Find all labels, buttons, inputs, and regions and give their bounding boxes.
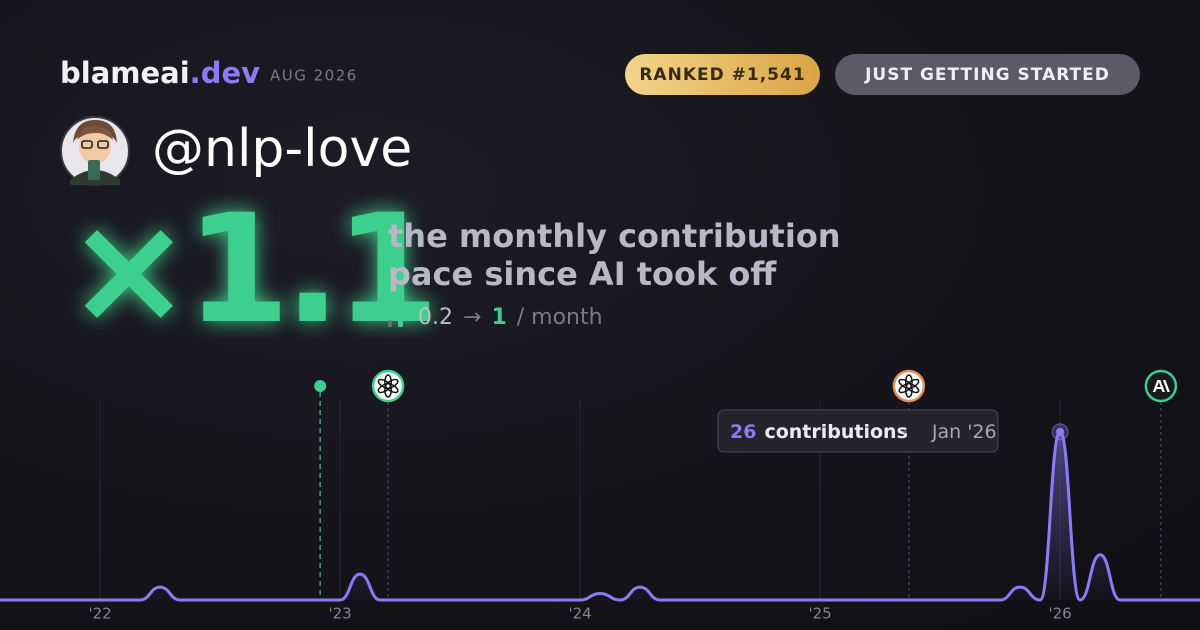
icon-circle	[892, 369, 926, 403]
description-line: pace since AI took off	[388, 255, 777, 293]
icon-petal	[377, 378, 392, 390]
icon-petal	[898, 378, 913, 390]
level-badge	[835, 54, 1140, 95]
icon-circle	[371, 369, 405, 403]
period: AUG 2026	[270, 67, 358, 85]
x-tick-label: '25	[808, 605, 831, 623]
pace-from: 0.2	[418, 305, 453, 330]
pace-text: 0.2 → 1 / month	[418, 305, 603, 330]
x-tick-label: '22	[88, 605, 111, 623]
pace: 0.2 → 1 / month	[388, 305, 603, 330]
brand: blameai.dev	[60, 56, 260, 90]
x-tick-label: '26	[1048, 605, 1071, 623]
tooltip-sep	[903, 430, 907, 434]
brand-name: blameai	[60, 56, 190, 90]
level-text: JUST GETTING STARTED	[864, 65, 1110, 85]
chart: '22 '23 '24 '25 '26 26 contributions Jan '26	[0, 369, 1200, 623]
multiplier: ×1.1	[66, 183, 433, 357]
peak-dot	[1056, 427, 1065, 436]
brand-tld: .dev	[190, 56, 260, 90]
pace-arrow: →	[463, 305, 481, 330]
event-icon	[1144, 369, 1178, 403]
username: @nlp-love	[152, 119, 412, 179]
tooltip-box	[717, 409, 999, 453]
tooltip-label: contributions	[764, 421, 907, 443]
rank-badge	[625, 54, 820, 95]
pace-to: 1	[491, 305, 506, 330]
rank-text: RANKED #1,541	[639, 65, 805, 85]
tooltip-value: 26	[730, 421, 756, 443]
tooltip-date: Jan '26	[931, 421, 997, 443]
x-tick-label: '23	[328, 605, 351, 623]
event-dot	[314, 380, 327, 392]
avatar	[60, 116, 130, 186]
event-icon	[892, 369, 926, 403]
pace-from-bar	[388, 320, 392, 327]
pace-to-bar	[398, 309, 403, 327]
tooltip-text: 26 contributions Jan '26	[730, 421, 997, 443]
pace-unit: / month	[517, 305, 603, 330]
x-tick-label: '24	[568, 605, 591, 623]
description-line: the monthly contribution	[388, 217, 841, 255]
line	[0, 430, 1200, 602]
event-icon	[371, 369, 405, 403]
icon-glyph	[1152, 380, 1170, 392]
